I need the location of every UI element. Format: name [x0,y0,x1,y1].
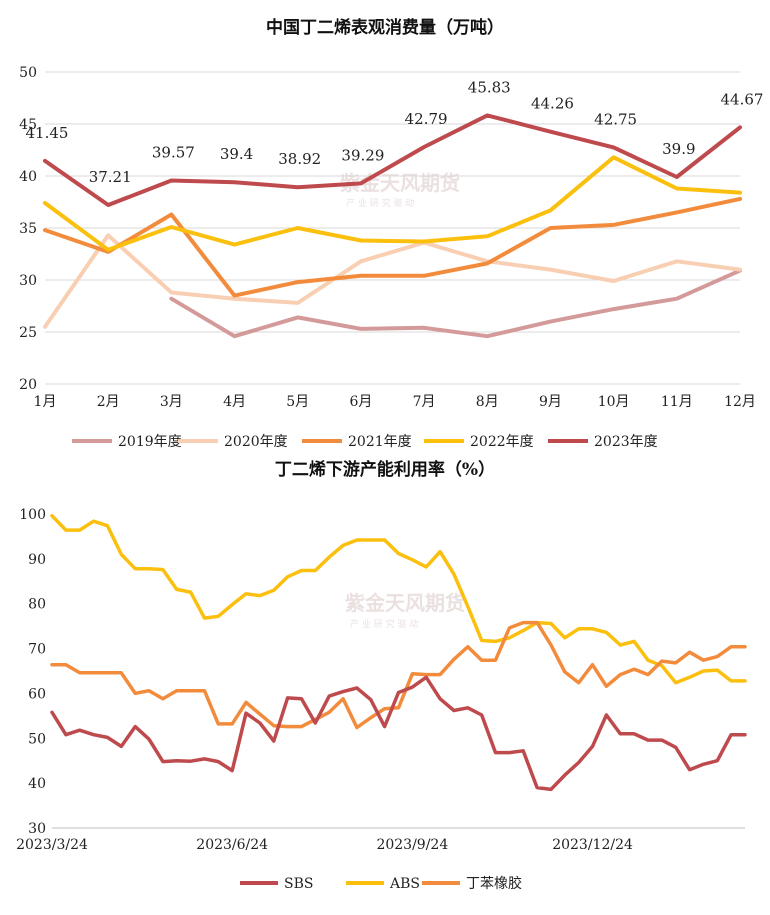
chart1-x-tick-label: 1月 [34,394,57,410]
chart1-data-label: 39.4 [220,145,253,163]
chart1-y-tick-label: 20 [19,377,37,393]
chart2-y-tick-label: 40 [28,776,46,792]
chart2-watermark-subtext: 产 业 研 究 驱 动 [350,618,418,630]
chart1-data-label: 44.67 [721,90,764,108]
chart1-y-tick-label: 50 [19,65,37,81]
chart1-legend-label: 2020年度 [224,434,288,450]
chart1-x-tick-label: 2月 [97,394,120,410]
chart1-line-series-3 [43,155,742,252]
chart2-line-series-1 [50,514,747,685]
chart1-data-label: 44.26 [531,95,574,113]
chart1-y-tick-label: 40 [19,169,37,185]
chart1-line-series-0 [169,268,742,339]
chart1-data-label: 38.92 [278,150,321,168]
chart1-data-label: 37.21 [89,168,132,186]
chart1-line-series-4 [43,113,742,207]
utilization-chart: 丁二烯下游产能利用率（%） 紫金天风期货 产 业 研 究 驱 动 30 40 50 6… [16,459,747,892]
chart1-y-tick-label: 25 [19,325,37,341]
chart2-title: 丁二烯下游产能利用率（%） [275,459,495,480]
chart1-x-tick-label: 6月 [349,394,372,410]
chart1-line-series-2 [43,196,742,298]
chart2-legend-label: ABS [389,876,420,892]
chart1-x-tick-label: 12月 [724,394,756,410]
chart2-line-series-2 [50,620,747,730]
chart1-x-tick-label: 5月 [286,394,309,410]
chart2-y-tick-label: 90 [28,552,46,568]
chart1-data-label: 41.45 [26,124,69,142]
chart1-x-tick-label: 10月 [598,394,630,410]
chart2-y-tick-label: 100 [19,507,46,523]
chart2-watermark: 紫金天风期货 产 业 研 究 驱 动 [345,591,465,630]
chart1-data-label: 39.29 [341,146,384,164]
chart1-legend-label: 2021年度 [348,434,412,450]
chart2-x-tick-label: 2023/9/24 [376,837,448,853]
chart2-line-series-0 [50,675,747,792]
chart1-y-tick-label: 30 [19,273,37,289]
chart2-y-tick-label: 60 [28,686,46,702]
chart1-watermark-subtext: 产 业 研 究 驱 动 [346,197,414,209]
chart2-x-tick-label: 2023/3/24 [16,837,88,853]
chart1-data-label: 42.79 [405,110,448,128]
chart1-legend-label: 2023年度 [594,434,658,450]
chart1-x-tick-label: 7月 [413,394,436,410]
chart1-x-tick-label: 4月 [223,394,246,410]
chart2-legend-label: 丁苯橡胶 [466,875,522,892]
chart1-data-label: 42.75 [594,110,637,128]
chart1-x-tick-label: 3月 [160,394,183,410]
chart1-y-tick-label: 45 [19,117,37,133]
chart1-legend-label: 2022年度 [470,434,534,450]
chart1-legend-label: 2019年度 [118,434,182,450]
consumption-chart: 中国丁二烯表观消费量（万吨） 紫金天风期货 产 业 研 究 驱 动 20 25 30… [19,17,764,450]
chart2-y-tick-label: 70 [28,642,46,658]
chart2-legend-label: SBS [284,876,313,892]
chart2-watermark-text: 紫金天风期货 [345,591,465,615]
chart1-data-label: 39.57 [152,143,195,161]
chart2-y-tick-label: 30 [28,821,46,837]
chart1-line-series-1 [43,233,742,329]
chart1-y-tick-label: 35 [19,221,37,237]
chart1-x-tick-label: 9月 [539,394,562,410]
chart1-x-tick-label: 11月 [661,394,693,410]
chart2-x-tick-label: 2023/12/24 [552,837,633,853]
chart1-data-label: 45.83 [468,78,511,96]
chart1-x-tick-label: 8月 [476,394,499,410]
chart1-data-label: 39.9 [662,140,695,158]
chart2-y-tick-label: 80 [28,597,46,613]
chart1-watermark: 紫金天风期货 产 业 研 究 驱 动 [340,171,460,209]
chart1-title: 中国丁二烯表观消费量（万吨） [266,17,504,38]
chart2-y-tick-label: 50 [28,731,46,747]
chart2-x-tick-label: 2023/6/24 [196,837,268,853]
